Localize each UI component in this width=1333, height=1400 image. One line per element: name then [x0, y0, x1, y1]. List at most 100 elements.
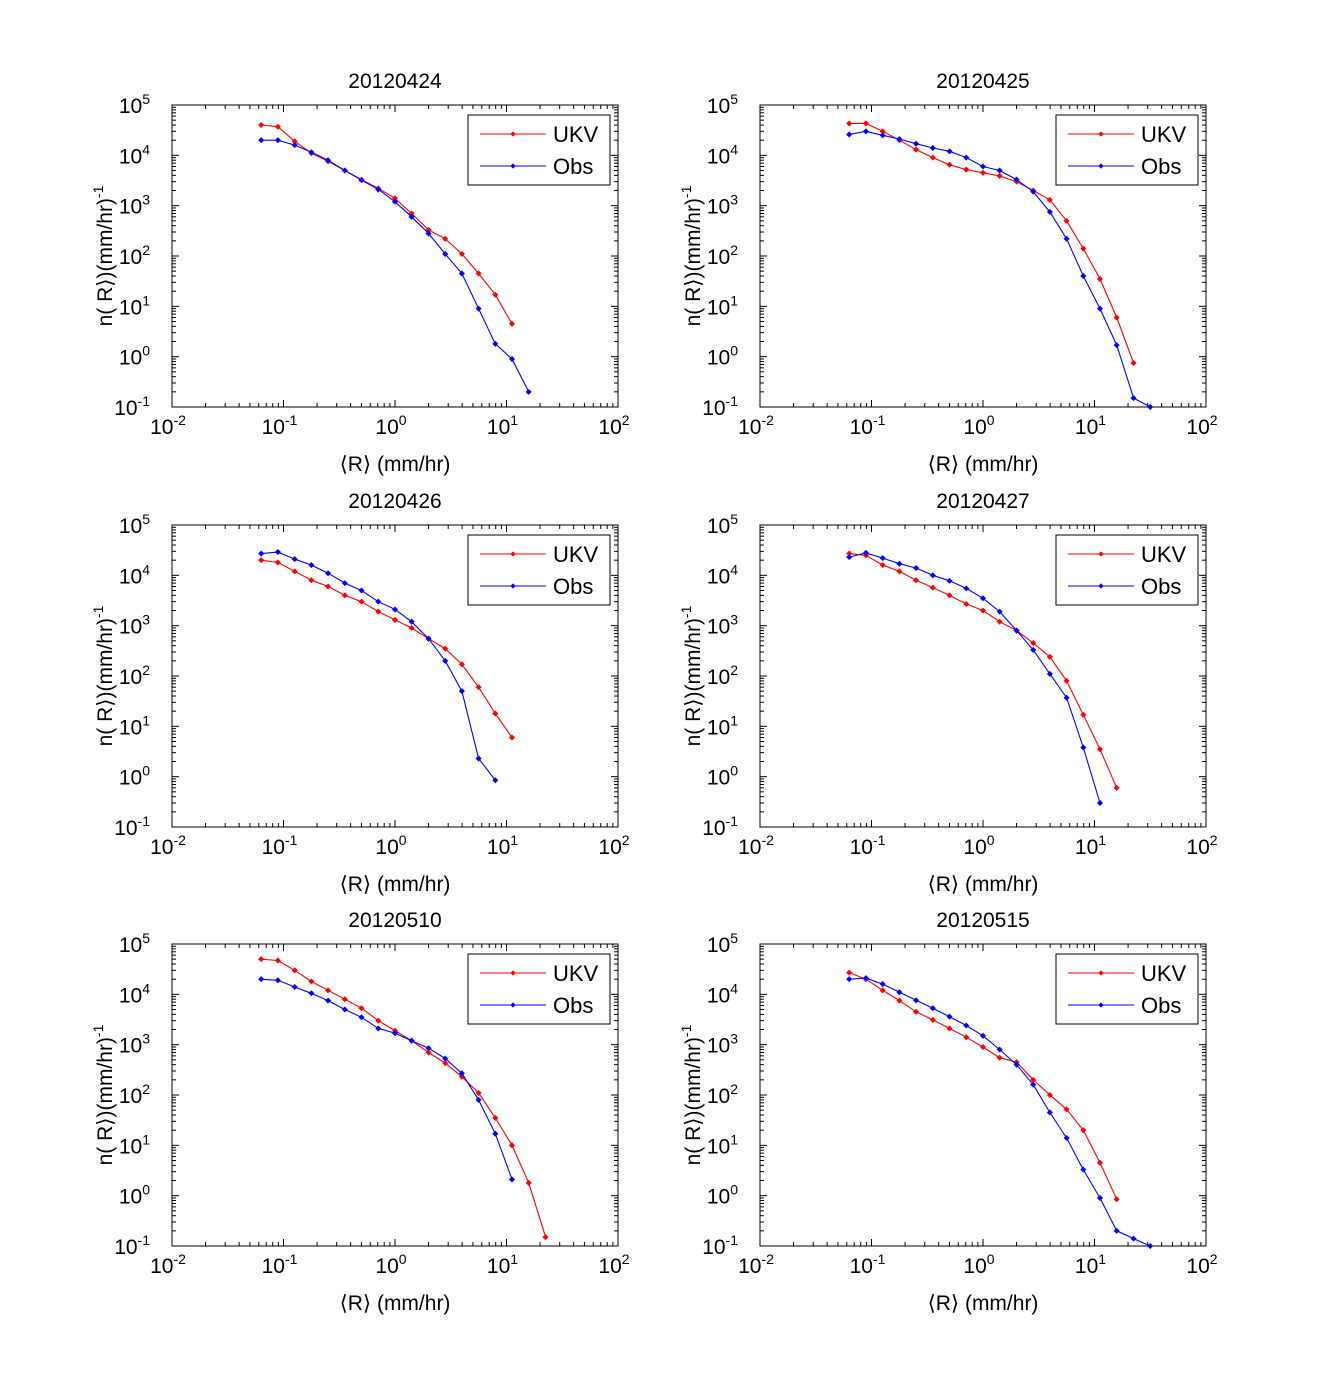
- y-tick-label: 101: [707, 1131, 738, 1158]
- data-point-ukv: [492, 1114, 499, 1121]
- legend-label-ukv: UKV: [553, 961, 599, 986]
- data-point-ukv: [1063, 217, 1070, 224]
- chart-panel-5: 10-2 10-1 100 101 10210-11001011021031041052…: [90, 909, 630, 1315]
- y-axis-label: n( R⟩)(mm/hr)-1: [90, 1024, 117, 1165]
- data-point-obs: [1030, 1081, 1037, 1088]
- data-point-ukv: [1130, 359, 1137, 366]
- series-obs: [846, 128, 1154, 411]
- data-point-ukv: [946, 592, 953, 599]
- legend: UKV Obs: [467, 114, 611, 186]
- data-point-obs: [425, 230, 432, 237]
- data-point-obs: [879, 132, 886, 139]
- legend-box: [1055, 953, 1199, 1025]
- legend: UKV Obs: [1055, 953, 1199, 1025]
- data-point-ukv: [442, 235, 449, 242]
- data-point-obs: [896, 989, 903, 996]
- y-tick-label: 102: [707, 1081, 738, 1108]
- x-tick-label: 10-2: [738, 1251, 774, 1278]
- data-point-ukv: [846, 969, 853, 976]
- data-point-ukv: [979, 169, 987, 176]
- data-point-obs: [442, 250, 449, 257]
- chart-panel-6: 10-2 10-1 100 101 10210-11001011021031041052…: [678, 909, 1218, 1315]
- x-tick-label: 102: [598, 412, 629, 439]
- data-point-ukv: [846, 120, 853, 127]
- data-point-ukv: [963, 600, 970, 607]
- data-point-ukv: [425, 1049, 432, 1056]
- data-point-obs: [425, 635, 432, 642]
- x-tick-label: 10-1: [262, 1251, 298, 1278]
- data-point-ukv: [1046, 196, 1053, 203]
- data-point-ukv: [896, 568, 903, 575]
- data-point-obs: [896, 136, 903, 143]
- data-point-ukv: [963, 166, 970, 173]
- series-ukv: [846, 969, 1120, 1203]
- data-point-obs: [308, 990, 315, 997]
- data-point-obs: [408, 1037, 415, 1044]
- series-obs: [846, 549, 1104, 807]
- data-point-ukv: [358, 598, 365, 605]
- chart-title: 20120425: [936, 70, 1029, 93]
- data-point-ukv: [308, 577, 315, 584]
- x-tick-label: 101: [1075, 412, 1106, 439]
- data-point-ukv: [996, 618, 1003, 625]
- data-point-ukv: [508, 734, 516, 741]
- data-point-ukv: [896, 997, 903, 1004]
- data-point-ukv: [492, 291, 499, 298]
- data-point-ukv: [258, 122, 265, 129]
- data-point-obs: [929, 1005, 936, 1012]
- y-tick-label: 101: [119, 1131, 150, 1158]
- data-point-ukv: [408, 624, 415, 631]
- legend-marker-ukv: [1098, 131, 1104, 137]
- data-point-obs: [1130, 395, 1137, 402]
- data-point-obs: [963, 585, 970, 592]
- data-point-ukv: [508, 320, 516, 327]
- x-tick-label: 101: [1075, 1251, 1106, 1278]
- data-point-obs: [879, 981, 886, 988]
- x-tick-label: 100: [963, 412, 994, 439]
- legend: UKV Obs: [467, 534, 611, 606]
- data-point-obs: [492, 1130, 499, 1137]
- x-tick-label: 101: [487, 1251, 518, 1278]
- data-point-ukv: [325, 987, 332, 994]
- data-point-ukv: [1063, 1106, 1070, 1113]
- data-point-obs: [979, 595, 987, 602]
- x-axis-label: ⟨R⟩ (mm/hr): [340, 873, 451, 896]
- chart-panel-1: 10-2 10-1 100 101 10210-11001011021031041052…: [90, 70, 630, 476]
- x-tick-label: 10-2: [150, 412, 186, 439]
- data-point-ukv: [542, 1234, 549, 1241]
- y-tick-label: 102: [119, 662, 150, 689]
- data-point-obs: [1046, 208, 1053, 215]
- data-point-obs: [1080, 744, 1087, 751]
- data-point-ukv: [274, 957, 281, 964]
- data-point-obs: [896, 560, 903, 567]
- data-point-ukv: [475, 1089, 482, 1096]
- y-axis-label-exponent: -1: [678, 185, 694, 198]
- data-point-ukv: [862, 120, 869, 127]
- legend-box: [1055, 114, 1199, 186]
- data-point-obs: [1130, 1235, 1137, 1242]
- series-line-obs: [849, 552, 1101, 804]
- chart-title: 20120427: [936, 490, 1029, 513]
- data-point-ukv: [375, 1017, 382, 1024]
- chart-title: 20120424: [348, 70, 442, 93]
- legend-label-obs: Obs: [1141, 154, 1181, 179]
- y-tick-label: 103: [119, 192, 150, 219]
- y-tick-label: 105: [119, 91, 150, 118]
- x-axis-label: ⟨R⟩ (mm/hr): [340, 453, 451, 476]
- x-tick-label: 101: [1075, 832, 1106, 859]
- data-point-obs: [1063, 694, 1070, 701]
- data-point-obs: [1030, 646, 1037, 653]
- data-point-ukv: [979, 607, 987, 614]
- legend-label-obs: Obs: [1141, 574, 1181, 599]
- data-point-obs: [963, 1022, 970, 1029]
- data-point-ukv: [1096, 1159, 1104, 1166]
- y-tick-label: 10-1: [114, 813, 150, 840]
- y-axis-label-exponent: -1: [678, 605, 694, 618]
- y-tick-label: 105: [707, 511, 738, 538]
- series-line-obs: [261, 978, 513, 1180]
- x-tick-label: 10-1: [850, 1251, 886, 1278]
- x-tick-label: 100: [963, 832, 994, 859]
- data-point-obs: [258, 137, 265, 144]
- y-axis-label: n( R⟩)(mm/hr)-1: [678, 185, 705, 326]
- data-point-ukv: [1096, 275, 1104, 282]
